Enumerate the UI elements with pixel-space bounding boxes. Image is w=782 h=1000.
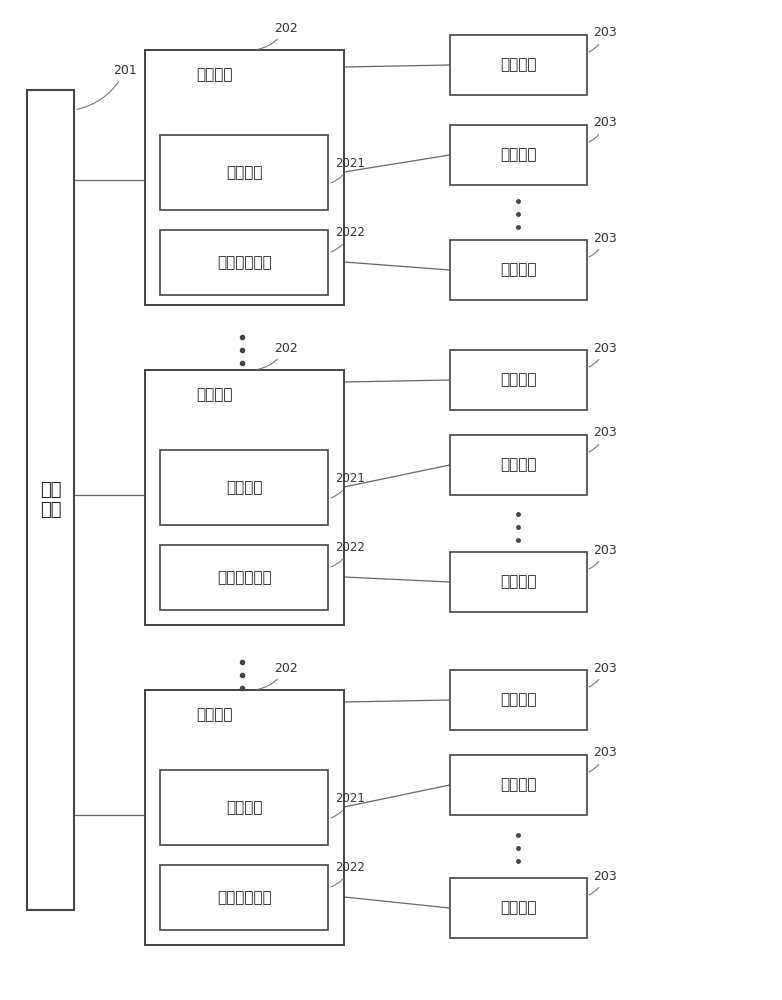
Text: 202: 202 <box>257 21 298 50</box>
Bar <box>450 240 586 300</box>
Text: 203: 203 <box>589 232 616 257</box>
Bar <box>450 125 586 185</box>
Bar <box>450 435 586 495</box>
Bar <box>450 755 586 815</box>
Text: 计算节点: 计算节点 <box>500 458 536 473</box>
Bar <box>145 690 344 945</box>
Bar <box>145 50 344 305</box>
Bar <box>27 90 74 910</box>
Text: 计算节点: 计算节点 <box>500 147 536 162</box>
Text: 控制节点: 控制节点 <box>196 708 233 722</box>
Text: 接收模块: 接收模块 <box>226 165 263 180</box>
Text: 调度
模块: 调度 模块 <box>40 481 62 519</box>
Bar <box>450 350 586 410</box>
Bar <box>450 552 586 612</box>
Text: 203: 203 <box>589 746 616 772</box>
Bar <box>145 370 344 625</box>
Text: 203: 203 <box>589 116 616 142</box>
Text: 结果处理模块: 结果处理模块 <box>217 570 272 585</box>
Text: 2021: 2021 <box>331 792 364 818</box>
Text: 2022: 2022 <box>331 226 364 252</box>
Bar <box>160 545 328 610</box>
Bar <box>160 230 328 295</box>
Bar <box>160 865 328 930</box>
Bar <box>450 878 586 938</box>
Text: 计算节点: 计算节点 <box>500 57 536 73</box>
Text: 控制节点: 控制节点 <box>196 387 233 402</box>
Text: 计算节点: 计算节点 <box>500 900 536 916</box>
Text: 2021: 2021 <box>331 472 364 498</box>
Text: 203: 203 <box>589 426 616 452</box>
Text: 计算节点: 计算节点 <box>500 692 536 708</box>
Text: 201: 201 <box>77 64 137 109</box>
Text: 2022: 2022 <box>331 541 364 567</box>
Bar <box>160 450 328 525</box>
Text: 203: 203 <box>589 662 616 687</box>
Text: 计算节点: 计算节点 <box>500 262 536 277</box>
Text: 202: 202 <box>257 342 298 370</box>
Bar <box>160 770 328 845</box>
Bar <box>160 135 328 210</box>
Text: 接收模块: 接收模块 <box>226 480 263 495</box>
Bar <box>450 670 586 730</box>
Text: 203: 203 <box>589 342 616 367</box>
Text: 结果处理模块: 结果处理模块 <box>217 890 272 905</box>
Text: 203: 203 <box>589 544 616 569</box>
Text: 结果处理模块: 结果处理模块 <box>217 255 272 270</box>
Text: 计算节点: 计算节点 <box>500 574 536 589</box>
Bar <box>450 35 586 95</box>
Text: 计算节点: 计算节点 <box>500 372 536 387</box>
Text: 2022: 2022 <box>331 861 364 887</box>
Text: 控制节点: 控制节点 <box>196 68 233 83</box>
Text: 203: 203 <box>589 869 616 895</box>
Text: 202: 202 <box>257 662 298 690</box>
Text: 203: 203 <box>589 26 616 52</box>
Text: 接收模块: 接收模块 <box>226 800 263 815</box>
Text: 2021: 2021 <box>331 157 364 183</box>
Text: 计算节点: 计算节点 <box>500 778 536 792</box>
